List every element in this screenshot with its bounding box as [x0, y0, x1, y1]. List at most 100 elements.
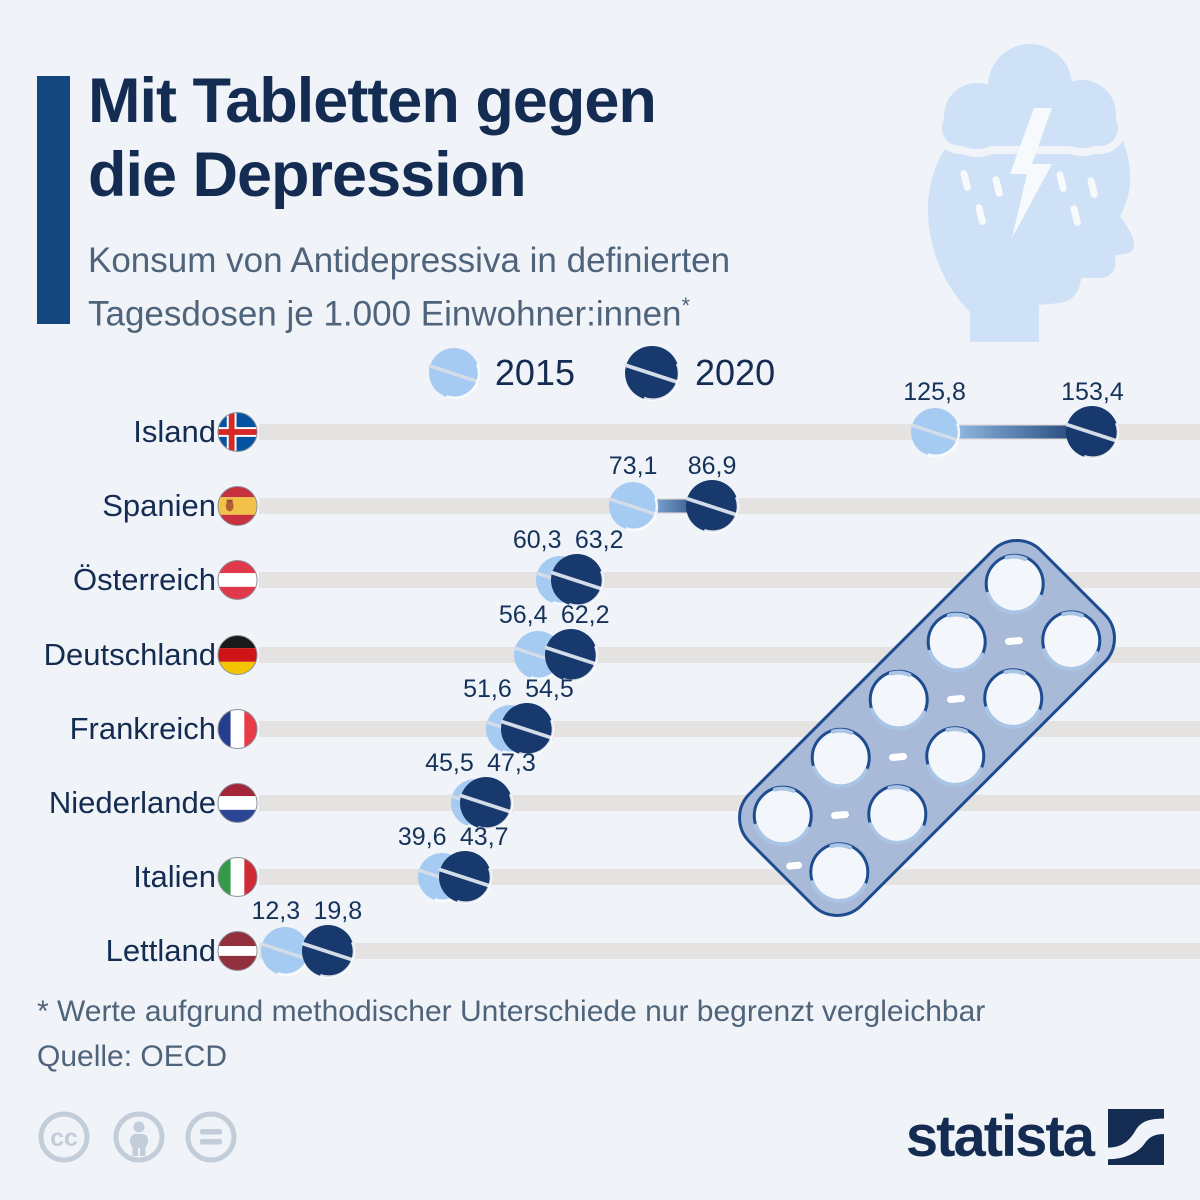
- value-label-2020: 19,8: [313, 897, 363, 926]
- country-flag: [217, 931, 258, 972]
- pill-2020: [456, 773, 516, 833]
- cc-icon: [38, 1111, 90, 1163]
- country-label: Spanien: [102, 488, 216, 524]
- country-flag: [217, 857, 258, 898]
- title-line-1: Mit Tabletten gegen: [88, 66, 657, 136]
- flag-frankreich-icon: [217, 708, 258, 749]
- attribution-person-glyph: [130, 1121, 148, 1156]
- statista-logo-mark: [1108, 1108, 1164, 1165]
- country-flag: [217, 411, 258, 453]
- value-label-2015: 73,1: [608, 452, 658, 481]
- legend: 2015 2020: [0, 342, 1200, 404]
- title-line-2: die Depression: [88, 140, 527, 210]
- source: Quelle: OECD: [37, 1040, 228, 1073]
- value-label-2020: 54,5: [525, 674, 574, 703]
- footnote: * Werte aufgrund methodischer Unterschie…: [37, 995, 986, 1028]
- chart-row-spanien: Spanien 73,1 86,9: [0, 452, 1200, 543]
- value-label-2015: 60,3: [512, 526, 562, 555]
- page-title: Mit Tabletten gegen die Depression: [88, 64, 657, 212]
- value-label-2020: 47,3: [487, 749, 536, 777]
- value-label-2020: 86,9: [687, 452, 737, 481]
- country-flag: [217, 486, 258, 527]
- value-label-2015: 51,6: [463, 674, 512, 703]
- pill-2020: [1062, 402, 1122, 462]
- flag-spanien-icon: [217, 486, 258, 527]
- country-label: Italien: [133, 859, 216, 895]
- page-subtitle: Konsum von Antidepressiva in definierten…: [88, 238, 730, 337]
- title-accent-bar: [37, 76, 70, 324]
- pill-2015: [605, 478, 661, 534]
- pill-2015-glyph: [608, 482, 659, 532]
- chart-row-lettland: Lettland 12,3 19,8: [0, 897, 1200, 988]
- nd-icon: [185, 1111, 237, 1163]
- subtitle-line-2: Tagesdosen je 1.000 Einwohner:innen: [88, 294, 682, 334]
- value-label-2020: 153,4: [1061, 378, 1124, 406]
- chart-row-island: Island 125,8 153,4: [0, 378, 1200, 469]
- lightning-bolt-icon: [1010, 108, 1052, 238]
- pill-2015-icon: [425, 344, 483, 402]
- flag-niederlande-icon: [217, 782, 258, 824]
- value-label-2020: 62,2: [560, 600, 610, 629]
- row-track: [259, 869, 1200, 886]
- pill-2020-glyph: [544, 628, 598, 682]
- pill-2020-icon: [621, 342, 683, 404]
- legend-label-2020: 2020: [695, 352, 776, 393]
- pill-2020: [497, 699, 557, 759]
- blister-glints: [786, 637, 1023, 870]
- country-flag: [217, 782, 258, 824]
- pill-2020-glyph: [459, 777, 513, 830]
- country-label: Lettland: [105, 933, 216, 969]
- license-icons: cc: [38, 1111, 237, 1163]
- country-flag: [217, 634, 258, 675]
- flag-oesterreich-icon: [217, 560, 258, 601]
- pill-2020-glyph: [500, 702, 554, 756]
- nd-equals-glyph: [200, 1129, 222, 1145]
- pill-2020: [547, 550, 607, 610]
- pill-2020: [435, 847, 495, 907]
- pill-2020-glyph: [301, 925, 356, 979]
- value-label-2015: 39,6: [397, 823, 447, 852]
- legend-item-2020: 2020: [621, 342, 775, 404]
- pill-2015-glyph: [428, 348, 481, 399]
- chart-row-oesterreich: Österreich 60,3 63,2: [0, 526, 1200, 617]
- row-track: [259, 943, 1200, 960]
- flag-island-icon: [217, 411, 258, 453]
- pill-2020-glyph: [549, 554, 604, 608]
- country-label: Island: [133, 414, 216, 449]
- legend-item-2015: 2015: [425, 344, 575, 402]
- subtitle-line-1: Konsum von Antidepressiva in definierten: [88, 241, 731, 280]
- value-label-2020: 63,2: [574, 526, 624, 555]
- cc-text: cc: [50, 1124, 78, 1152]
- pill-blister-pack-illustration: [738, 539, 1116, 917]
- country-label: Niederlande: [48, 785, 216, 820]
- flag-lettland-icon: [217, 931, 258, 972]
- country-label: Deutschland: [43, 636, 216, 672]
- subtitle-asterisk: *: [681, 293, 691, 318]
- attribution-icon: [113, 1111, 165, 1163]
- pill-2020-glyph: [685, 480, 740, 534]
- flag-italien-icon: [217, 857, 258, 898]
- statista-wordmark: statista: [905, 1104, 1095, 1169]
- pill-2020-glyph: [624, 346, 681, 401]
- pill-2020: [682, 476, 742, 536]
- value-label-2015: 56,4: [498, 600, 548, 629]
- chart-row-italien: Italien 39,6 43,7: [0, 823, 1200, 914]
- pill-2015: [907, 404, 963, 460]
- blister-cells: [752, 553, 1102, 903]
- country-flag: [217, 708, 258, 749]
- pill-2020: [541, 625, 601, 685]
- value-label-2020: 43,7: [459, 823, 509, 852]
- statista-logo: statista: [906, 1103, 1164, 1170]
- pill-2020-glyph: [1065, 406, 1120, 459]
- country-label: Österreich: [73, 562, 216, 598]
- value-label-2015: 125,8: [903, 378, 966, 406]
- rain-drops: [960, 170, 1098, 226]
- pill-connector: [934, 425, 1093, 439]
- pill-2020: [298, 921, 358, 981]
- depressed-head-illustration: [928, 36, 1134, 342]
- value-label-2015: 45,5: [425, 749, 474, 777]
- country-flag: [217, 560, 258, 601]
- pill-2015-glyph: [910, 408, 960, 457]
